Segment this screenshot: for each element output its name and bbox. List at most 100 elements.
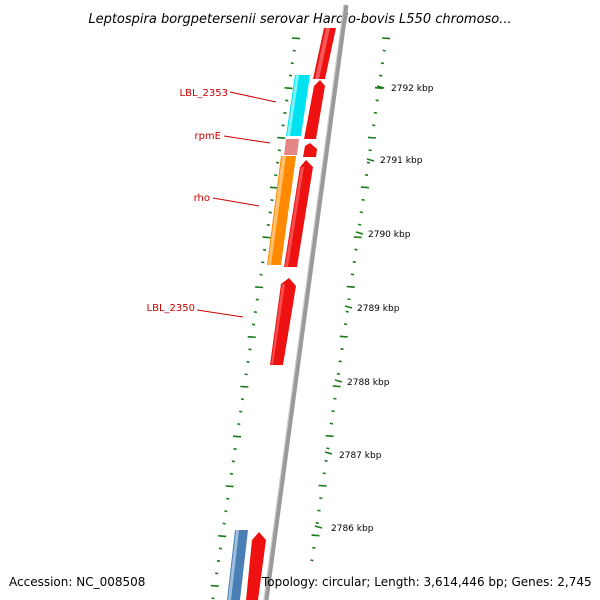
gc-track-dot <box>216 559 221 563</box>
gc-track-dot <box>246 360 250 363</box>
gc-track-dot <box>382 49 386 52</box>
gc-track-dot <box>239 410 243 413</box>
gc-track-dot <box>350 273 355 276</box>
gc-track-dot <box>322 472 326 475</box>
gc-track-dot <box>310 559 314 562</box>
gc-track-dot <box>237 423 241 426</box>
gc-track-dot <box>290 62 294 65</box>
kbp-tick-label: 2787 kbp <box>339 451 382 461</box>
kbp-tick-label: 2789 kbp <box>357 304 400 314</box>
gc-track-dot <box>311 534 320 537</box>
gc-track-dot <box>248 348 252 351</box>
gc-track-dot <box>224 510 228 513</box>
gc-track-dot <box>379 74 383 77</box>
gc-track-dot <box>343 323 348 326</box>
gc-track-dot <box>240 385 249 388</box>
gc-track-dot <box>359 211 363 214</box>
gc-track-dot <box>381 37 391 40</box>
gc-track-dot <box>277 136 286 139</box>
label-lbl-2350[interactable]: LBL_2350 <box>147 303 195 314</box>
gene-lbl-2350[interactable] <box>270 278 296 365</box>
gc-track-dot <box>354 248 358 251</box>
gc-track-dot <box>288 74 293 77</box>
gene-rpme[interactable] <box>284 139 299 155</box>
gc-track-dot <box>226 497 230 500</box>
gc-track-dot <box>324 459 328 462</box>
gc-track-dot <box>292 49 296 52</box>
gc-track-dot <box>318 484 327 487</box>
gc-track-dot <box>261 261 265 264</box>
gc-track-dot <box>336 372 341 375</box>
gene-arrow-bottom[interactable] <box>246 532 266 600</box>
gc-track-dot <box>222 522 226 525</box>
gc-track-dot <box>338 360 342 363</box>
kbp-tick-label: 2788 kbp <box>347 378 390 388</box>
gc-track-dot <box>225 485 234 488</box>
gc-track-dot <box>275 161 280 164</box>
gc-track-dot <box>364 173 369 177</box>
gc-track-dot <box>373 111 378 114</box>
gc-track-dot <box>253 311 258 314</box>
gc-track-dot <box>218 547 223 550</box>
label-lbl-2353[interactable]: LBL_2353 <box>180 88 228 99</box>
gc-track-dot <box>353 236 362 239</box>
gene-arrow-lbl-2353-forward[interactable] <box>304 80 325 139</box>
gc-track-dot <box>283 111 287 115</box>
gc-track-dot <box>368 149 372 152</box>
kbp-tick-label: 2792 kbp <box>391 84 434 94</box>
gc-track-dot <box>259 273 263 276</box>
gc-track-dot <box>375 99 379 102</box>
gc-track-dot <box>210 584 219 587</box>
gc-track-dot <box>312 546 316 549</box>
label-rho[interactable]: rho <box>194 193 210 204</box>
gc-track-dot <box>270 199 274 202</box>
gc-track-dot <box>346 285 355 288</box>
gc-track-dot <box>233 447 237 451</box>
kbp-tick-label: 2791 kbp <box>380 156 423 166</box>
gc-track-dot <box>262 248 267 251</box>
gc-track-dot <box>374 86 384 90</box>
gc-track-dot <box>284 87 293 90</box>
gc-track-dot <box>255 298 259 301</box>
gc-track-dot <box>251 323 256 326</box>
gc-track-dot <box>229 472 234 475</box>
gc-track-dot <box>211 597 215 600</box>
chromosome-backbone <box>263 4 349 600</box>
genome-summary-text: Topology: circular; Length: 3,614,446 bp… <box>261 575 592 589</box>
label-rpme[interactable]: rpmE <box>194 131 221 142</box>
kbp-tick-label: 2790 kbp <box>368 230 411 240</box>
kbp-tick-label: 2786 kbp <box>331 524 374 534</box>
gc-track-right <box>310 37 391 562</box>
gene-arrow-rpme-forward[interactable] <box>303 143 317 157</box>
accession-text: Accession: NC_008508 <box>9 575 145 589</box>
gc-track-dot <box>247 335 256 339</box>
gc-track-dot <box>345 310 349 313</box>
gc-track-dot <box>357 223 362 226</box>
gc-track-dot <box>231 460 235 463</box>
gc-track-dot <box>232 435 242 438</box>
gc-track-dot <box>340 347 344 351</box>
gc-track-dot <box>361 198 365 201</box>
gc-track-dot <box>291 37 301 40</box>
gc-track-dot <box>281 124 285 127</box>
gc-track-dot <box>360 186 369 189</box>
gc-track-dot <box>372 124 376 127</box>
gc-track-dot <box>274 174 278 177</box>
gene-label-layer: LBL_2353 rpmE rho LBL_2350 <box>147 88 277 318</box>
gc-track-dot <box>244 373 248 376</box>
kbp-scale: 2792 kbp 2791 kbp 2790 kbp 2789 kbp 2788… <box>314 84 434 534</box>
gc-track-dot <box>255 286 264 289</box>
gc-track-dot <box>266 223 270 227</box>
gc-track-dot <box>285 99 289 102</box>
gc-track-dot <box>268 211 272 214</box>
gc-track-dot <box>319 497 323 500</box>
gc-track-dot <box>277 149 282 152</box>
gc-track-dot <box>366 161 371 164</box>
gc-track-dot <box>262 236 271 239</box>
gc-track-left <box>210 37 301 600</box>
gc-track-dot <box>215 572 219 575</box>
gc-track-dot <box>269 186 278 189</box>
gc-track-dot <box>325 434 334 438</box>
gene-features <box>227 28 336 600</box>
